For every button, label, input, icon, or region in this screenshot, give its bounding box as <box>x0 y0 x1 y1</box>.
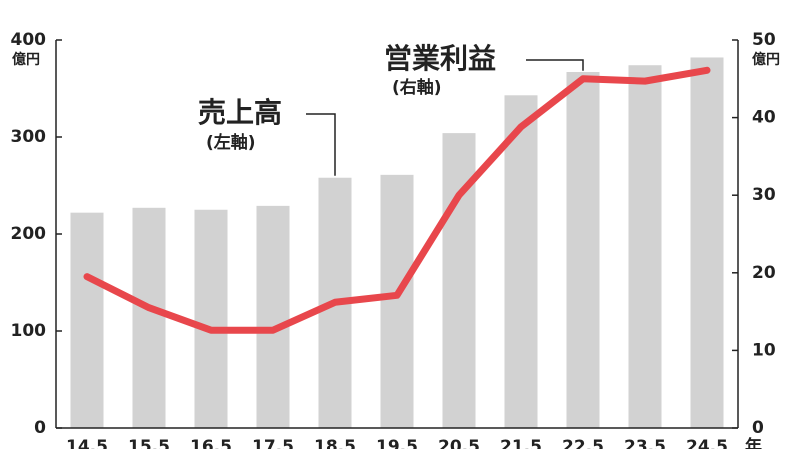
x-tick-label: 14.5 <box>66 437 108 449</box>
bar <box>194 209 228 428</box>
y2-tick-label: 20 <box>752 263 776 283</box>
series-label: 売上高 <box>198 96 282 129</box>
x-tick-label: 19.5 <box>376 437 418 449</box>
bar <box>70 212 104 428</box>
x-unit: 年 <box>745 436 762 449</box>
y2-unit: 億円 <box>752 51 780 68</box>
x-tick-label: 20.5 <box>438 437 480 449</box>
x-tick-label: 16.5 <box>190 437 232 449</box>
y-unit: 億円 <box>12 51 40 68</box>
y2-tick-label: 40 <box>752 108 776 128</box>
y-tick-label: 400 <box>11 30 47 50</box>
bar <box>256 205 290 428</box>
y2-tick-label: 50 <box>752 30 776 50</box>
x-tick-label: 24.5 <box>686 437 728 449</box>
x-tick-label: 17.5 <box>252 437 294 449</box>
leader-line <box>306 113 336 176</box>
line <box>83 66 711 334</box>
series-label: 営業利益 <box>384 42 496 75</box>
y2-tick-label: 30 <box>752 185 776 205</box>
bar <box>628 65 662 428</box>
bar <box>504 95 538 428</box>
y-tick-label: 200 <box>11 224 47 244</box>
series-axis-note: (右軸) <box>392 77 442 98</box>
y2-tick-label: 0 <box>752 418 764 438</box>
bar <box>690 57 724 429</box>
y-tick-label: 100 <box>11 321 47 341</box>
bar <box>380 174 414 428</box>
x-tick-label: 18.5 <box>314 437 356 449</box>
bar <box>132 207 166 428</box>
x-tick-label: 15.5 <box>128 437 170 449</box>
x-tick-label: 21.5 <box>500 437 542 449</box>
series-axis-note: (左軸) <box>206 132 256 153</box>
x-tick-label: 22.5 <box>562 437 604 449</box>
y-tick-label: 0 <box>34 418 46 438</box>
x-tick-label: 23.5 <box>624 437 666 449</box>
bar <box>566 72 600 428</box>
leader-line <box>526 59 584 71</box>
y-tick-label: 300 <box>11 127 47 147</box>
y2-tick-label: 10 <box>752 340 776 360</box>
